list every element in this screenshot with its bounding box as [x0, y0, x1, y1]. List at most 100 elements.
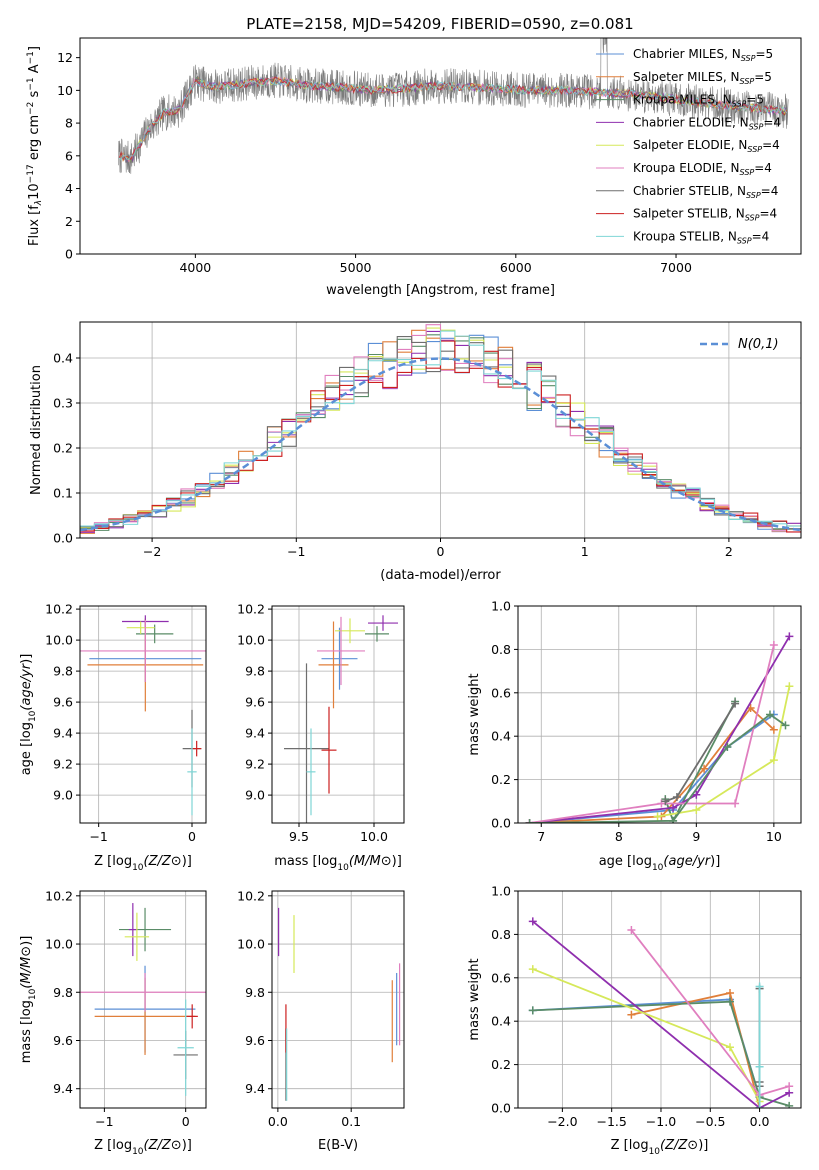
label-part: (Z/Z⊙ — [660, 1138, 698, 1153]
legend-sub: SSP — [745, 214, 760, 223]
legend-entry: Salpeter MILES, NSSP=5 — [633, 70, 772, 86]
x-tick-label: 10.0 — [360, 829, 388, 844]
label-part: (M/M⊙ — [349, 854, 392, 869]
label-part: 10 — [652, 863, 664, 873]
mass-weight-marker — [781, 721, 790, 730]
x-axis-label: Z [log10(Z/Z⊙)] — [94, 1138, 192, 1157]
mass-weight-marker — [672, 792, 681, 801]
mass-weight-line — [532, 920, 790, 1108]
y-tick-label: 0.1 — [53, 486, 73, 501]
y-tick-label: 9.2 — [245, 757, 265, 772]
mass-weight-vs-Z-marks — [528, 917, 794, 1108]
y-tick-label: 0 — [65, 247, 73, 262]
legend-sub: SSP — [737, 236, 752, 245]
mass-weight-marker — [669, 803, 678, 812]
y-tick-label: 0.8 — [491, 927, 511, 942]
legend-count: =4 — [763, 115, 781, 129]
y-tick-label: 0.0 — [491, 816, 511, 831]
mass-weight-marker — [692, 805, 701, 814]
label-part: )] — [19, 654, 34, 664]
legend-entry: Salpeter ELODIE, NSSP=4 — [633, 138, 780, 154]
mass-weight-marker — [755, 982, 764, 991]
label-part: age [log — [599, 854, 652, 869]
x-tick-label: −2 — [143, 544, 161, 559]
y-tick-label: 0.2 — [53, 441, 73, 456]
legend-name: Chabrier ELODIE, N — [633, 115, 749, 129]
mass-weight-marker — [528, 1006, 537, 1015]
x-tick-label: 6000 — [500, 260, 532, 275]
legend-sub: SSP — [746, 191, 761, 200]
figure-title: PLATE=2158, MJD=54209, FIBERID=0590, z=0… — [246, 15, 633, 33]
mass-weight-marker — [627, 926, 636, 935]
mass-weight-line — [529, 635, 791, 823]
y-tick-label: 0.6 — [491, 970, 511, 985]
x-tick-label: 10 — [766, 829, 782, 844]
label-part: )] — [182, 854, 192, 869]
label-part: (age/yr — [663, 854, 711, 869]
x-axis-label: wavelength [Angstrom, rest frame] — [326, 283, 555, 298]
mass-weight-marker — [627, 1010, 636, 1019]
label-part: −2 — [26, 102, 36, 115]
normal-curve — [80, 357, 801, 532]
label-part: )] — [182, 1138, 192, 1153]
legend-count: =4 — [759, 207, 777, 221]
x-tick-label: 7000 — [660, 260, 692, 275]
y-tick-label: 0.2 — [491, 1057, 511, 1072]
y-tick-label: 9.8 — [53, 664, 73, 679]
x-tick-label: 2 — [725, 544, 733, 559]
mass-weight-marker — [731, 799, 740, 808]
y-tick-label: 10.0 — [237, 937, 265, 952]
residuals-panel: −2 −1 0 1 2 0.0 0.1 0.2 0.3 0.4 (data-model)/error… — [29, 321, 802, 583]
plot-frame — [517, 605, 802, 824]
legend-sub: SSP — [740, 77, 755, 86]
label-part: (M/M⊙ — [19, 946, 34, 989]
legend-name: Salpeter STELIB, N — [633, 207, 745, 221]
legend-count: =4 — [752, 229, 770, 243]
mass-vs-metallicity-panel: −1 09.49.69.810.010.2Z [log10(Z/Z⊙)]mass … — [19, 888, 207, 1157]
label-part: (age/yr — [19, 662, 34, 710]
label-part: Flux [f — [27, 205, 42, 246]
x-tick-label: −1 — [89, 829, 107, 844]
mass-weight-marker — [528, 965, 537, 974]
mass-weight-marker — [785, 1082, 794, 1091]
y-tick-label: 9.4 — [245, 726, 265, 741]
mass-vs-ebv-marks — [278, 907, 401, 1101]
y-tick-label: 9.4 — [53, 1081, 73, 1096]
x-tick-label: −2.0 — [547, 1114, 577, 1129]
label-part: 10 — [337, 863, 349, 873]
x-axis-label: age [log10(age/yr)] — [599, 854, 721, 873]
plot-frame — [517, 890, 802, 1109]
y-tick-label: 9.8 — [245, 664, 265, 679]
mass-weight-marker — [785, 632, 794, 641]
spectrum-panel: 40005000600070008000024681012wavelength … — [26, 37, 802, 298]
legend-entry: Kroupa STELIB, NSSP=4 — [633, 229, 769, 245]
y-axis-label: Normed distribution — [29, 365, 44, 495]
label-part: 10 — [28, 710, 38, 722]
x-tick-label: −0.5 — [695, 1114, 725, 1129]
y-tick-label: 4 — [65, 181, 73, 196]
mass-weight-line — [529, 713, 775, 823]
legend-entry: Kroupa MILES, NSSP=5 — [633, 93, 764, 109]
mass-weight-line — [631, 991, 761, 1108]
mass-weight-marker — [731, 699, 740, 708]
mass-vs-extinction-panel: 0.0 0.1 9.4 9.6 9.8 10.0 10.2 E(B-V) — [237, 888, 405, 1153]
y-tick-label: 10.0 — [45, 633, 73, 648]
y-tick-label: 0.4 — [53, 351, 73, 366]
legend-name: Kroupa MILES, N — [633, 93, 732, 107]
y-tick-label: 0.4 — [491, 729, 511, 744]
y-tick-label: 0.0 — [491, 1101, 511, 1116]
label-part: Z [log — [94, 1138, 132, 1153]
x-tick-label: −1 — [287, 544, 305, 559]
legend-sub: SSP — [747, 145, 762, 154]
y-tick-label: 9.4 — [245, 1081, 265, 1096]
label-part: −1 — [26, 51, 36, 64]
y-tick-label: 10.2 — [237, 888, 265, 903]
x-tick-label: −1 — [95, 1114, 113, 1129]
label-part: )] — [698, 1138, 708, 1153]
x-tick-label: −1.0 — [646, 1114, 676, 1129]
mass-weight-marker — [785, 1101, 794, 1108]
label-part: )] — [392, 854, 402, 869]
age-vs-Z-marks — [80, 615, 206, 816]
legend-sub: SSP — [740, 168, 755, 177]
